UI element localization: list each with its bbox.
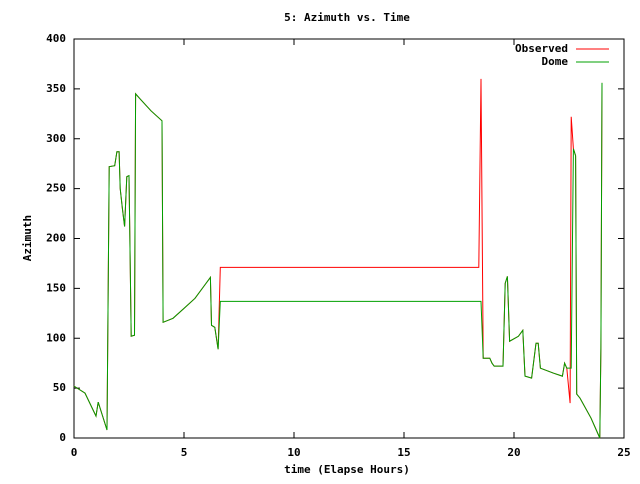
- x-tick-label: 20: [507, 446, 520, 459]
- legend-label: Observed: [515, 42, 568, 55]
- y-tick-label: 50: [53, 381, 66, 394]
- x-tick-label: 10: [287, 446, 300, 459]
- x-tick-label: 15: [397, 446, 410, 459]
- y-tick-label: 350: [46, 82, 66, 95]
- y-tick-label: 200: [46, 232, 66, 245]
- x-tick-label: 0: [71, 446, 78, 459]
- chart-title: 5: Azimuth vs. Time: [284, 11, 410, 24]
- x-tick-label: 5: [181, 446, 188, 459]
- y-tick-label: 300: [46, 132, 66, 145]
- y-tick-label: 400: [46, 32, 66, 45]
- y-tick-label: 150: [46, 281, 66, 294]
- y-axis-label: Azimuth: [21, 215, 34, 261]
- y-tick-label: 250: [46, 182, 66, 195]
- x-tick-label: 25: [617, 446, 630, 459]
- y-tick-label: 0: [59, 431, 66, 444]
- y-tick-label: 100: [46, 331, 66, 344]
- series-line: [73, 82, 603, 439]
- legend-label: Dome: [542, 55, 569, 68]
- x-axis-label: time (Elapse Hours): [284, 463, 410, 476]
